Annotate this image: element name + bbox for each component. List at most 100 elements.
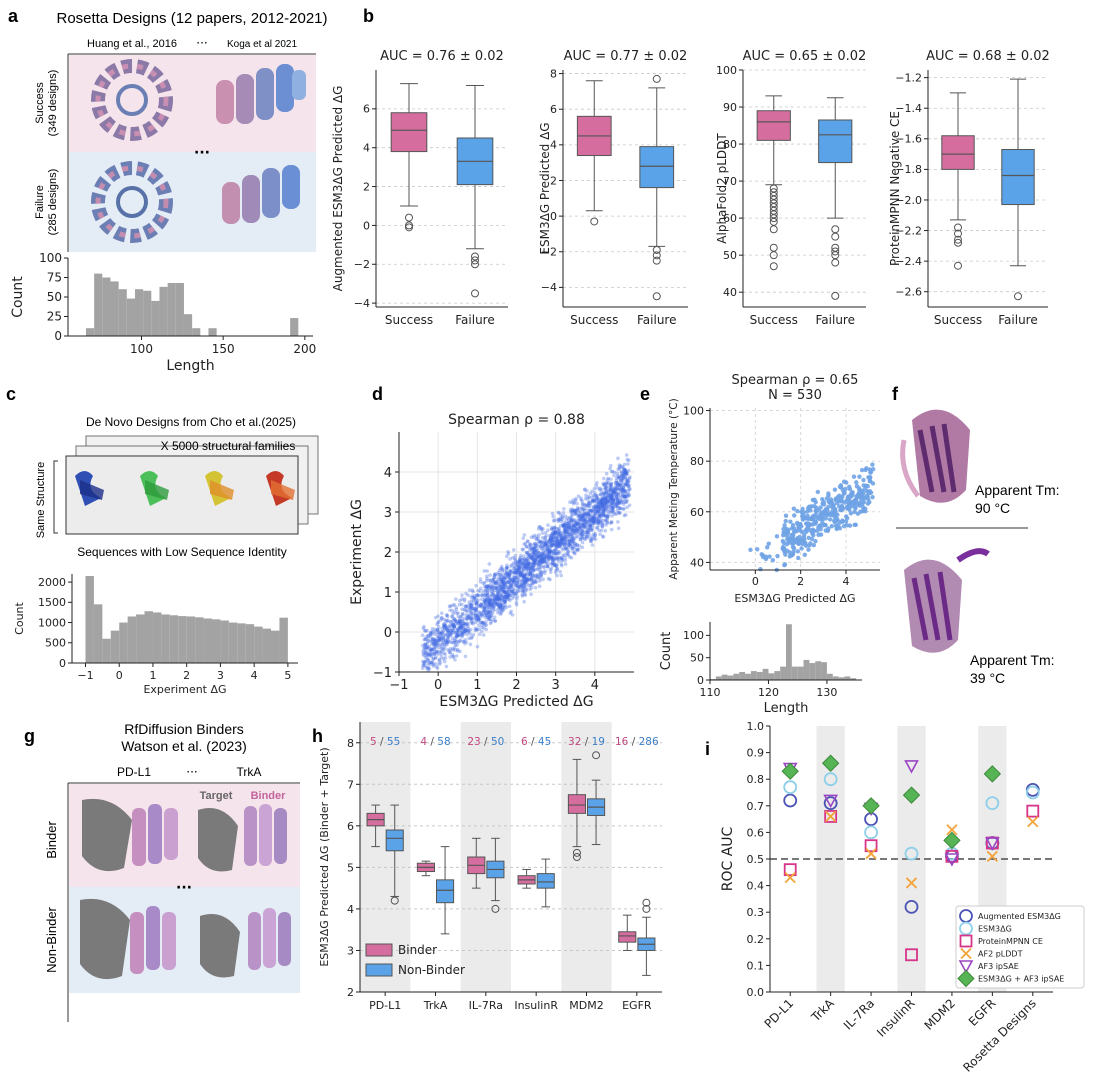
scatter-point	[465, 616, 469, 621]
scatter-point	[851, 474, 857, 479]
scatter-point	[490, 585, 495, 589]
scatter-point	[527, 562, 532, 566]
scatter-point	[614, 512, 619, 516]
scatter-point	[447, 604, 452, 609]
scatter-point	[560, 538, 565, 543]
scatter-point	[586, 512, 591, 517]
scatter-point	[437, 658, 442, 663]
scatter-point	[605, 500, 609, 505]
protein-sheet-structure-bottom	[904, 548, 990, 653]
scatter-point	[481, 589, 486, 593]
scatter-point	[462, 621, 467, 626]
scatter-point	[627, 493, 631, 498]
x-tick-label: 4	[591, 678, 599, 693]
scatter-point	[593, 504, 598, 509]
scatter-point	[450, 640, 454, 645]
scatter-point	[547, 549, 552, 554]
scatter-point	[804, 516, 809, 521]
scatter-point	[564, 521, 569, 525]
y-tick-label: 90	[723, 101, 737, 114]
histogram-bar	[136, 614, 145, 663]
scatter-point	[581, 528, 585, 533]
scatter-point	[552, 526, 556, 530]
scatter-point	[581, 508, 585, 512]
scatter-point	[460, 607, 464, 612]
scatter-point	[615, 487, 620, 491]
scatter-point	[462, 623, 466, 628]
scatter-point	[546, 555, 551, 559]
scatter-point	[610, 508, 615, 512]
scatter-point	[532, 561, 537, 565]
scatter-point	[547, 549, 552, 553]
scatter-point	[603, 518, 608, 523]
scatter-point	[594, 509, 598, 513]
scatter-point	[608, 463, 613, 468]
circle-marker	[783, 780, 798, 795]
scatter-point	[555, 539, 559, 544]
scatter-point	[588, 518, 592, 523]
protein-sheet-structure-top	[900, 409, 970, 503]
y-tick-label: −2	[541, 246, 557, 259]
histogram-bar	[786, 624, 792, 680]
protein-ring-structure-success	[91, 59, 173, 141]
scatter-point	[498, 606, 503, 611]
scatter-point	[587, 528, 592, 532]
scatter-point	[465, 632, 469, 637]
scatter-point	[620, 487, 625, 492]
scatter-point	[601, 498, 606, 502]
y-tick-label: 0	[697, 674, 704, 687]
scatter-point	[500, 589, 505, 594]
scatter-point	[476, 617, 481, 622]
scatter-point	[601, 500, 605, 505]
y-axis-label: Count	[659, 632, 674, 671]
scatter-point	[625, 478, 630, 483]
x-tick-label: 4	[843, 575, 850, 588]
scatter-point	[809, 536, 815, 542]
scatter-point	[800, 506, 805, 512]
scatter-point	[509, 578, 513, 583]
y-tick-label: 25	[47, 310, 62, 324]
scatter-point	[581, 524, 586, 529]
x-tick-label: Success	[385, 313, 433, 327]
histogram-bar	[134, 289, 144, 336]
scatter-point	[610, 506, 614, 510]
scatter-point	[453, 610, 457, 614]
scatter-point	[580, 506, 584, 510]
scatter-point	[589, 517, 593, 522]
scatter-point	[480, 623, 485, 627]
scatter-point	[612, 488, 617, 492]
y-tick-label: 8	[347, 737, 354, 750]
outlier-point	[652, 292, 661, 301]
scatter-point	[603, 501, 608, 506]
scatter-point	[837, 498, 843, 504]
scatter-point	[484, 599, 489, 603]
legend-swatch-nonbinder	[365, 963, 393, 977]
scatter-point	[544, 533, 548, 538]
scatter-point	[555, 536, 559, 541]
scatter-point	[474, 608, 478, 612]
scatter-point	[517, 566, 521, 570]
histogram-bar	[756, 671, 763, 680]
y-tick-label: 5	[347, 861, 354, 874]
scatter-point	[576, 522, 581, 526]
scatter-point	[583, 521, 587, 526]
histogram-bar	[715, 676, 722, 680]
panel-letter-g: g	[24, 726, 35, 746]
scatter-point	[538, 560, 542, 565]
scatter-point	[602, 506, 606, 510]
x-tick-label: 5	[284, 669, 291, 682]
scatter-point	[517, 559, 522, 564]
scatter-point	[580, 530, 584, 534]
y-tick-label: 3	[384, 506, 392, 521]
scatter-point	[588, 523, 593, 528]
scatter-point	[430, 647, 434, 651]
scatter-point	[619, 473, 624, 478]
scatter-point	[432, 632, 437, 637]
scatter-point	[437, 636, 441, 640]
scatter-point	[619, 469, 624, 474]
scatter-point	[478, 610, 482, 615]
scatter-point	[539, 564, 543, 568]
scatter-point	[531, 550, 536, 555]
scatter-point	[595, 505, 599, 510]
nonbinder-count: 50	[491, 736, 504, 748]
